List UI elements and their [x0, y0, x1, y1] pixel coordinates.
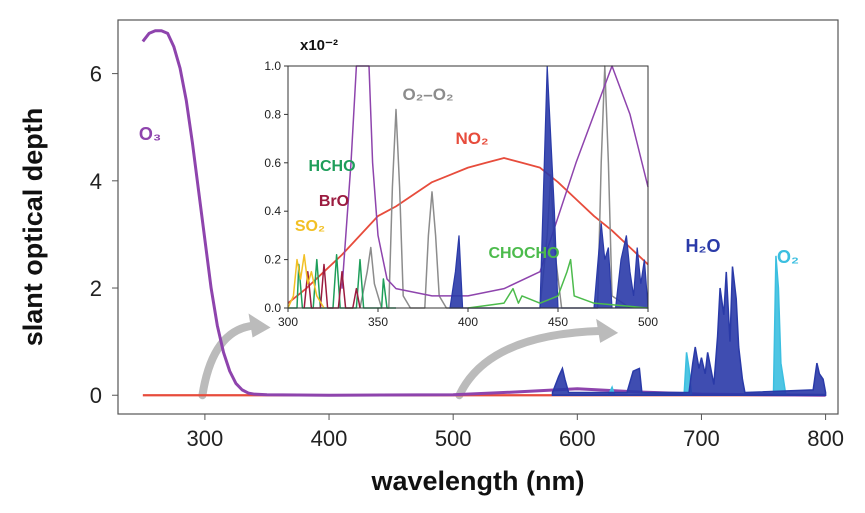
main-x-tick-300: 300 — [187, 426, 224, 451]
main-series-labels: O₃ H₂O O₂ — [139, 124, 799, 267]
main-y-tick-2: 2 — [90, 276, 102, 301]
inset-y-ticks: 0.0 0.2 0.4 0.6 0.8 1.0 — [264, 59, 288, 315]
inset-y-tick-4: 0.8 — [264, 107, 281, 121]
inset-series-no2 — [287, 157, 649, 304]
main-y-tick-6: 6 — [90, 62, 102, 87]
inset-series-so2 — [287, 254, 325, 309]
inset-x-tick-500: 500 — [638, 315, 658, 329]
inset-series-hcho — [288, 254, 396, 309]
inset-y-tick-1: 0.2 — [264, 253, 281, 267]
main-x-axis-label: wavelength (nm) — [370, 466, 584, 496]
main-x-tick-400: 400 — [311, 426, 348, 451]
inset-label-o4: O₂–O₂ — [402, 85, 453, 104]
inset-plot-background — [288, 66, 648, 308]
inset-label-no2: NO₂ — [455, 129, 488, 148]
main-label-o3: O₃ — [139, 124, 161, 144]
inset-label-chocho: CHOCHO — [488, 245, 559, 262]
main-x-tick-800: 800 — [807, 426, 844, 451]
main-y-tick-0: 0 — [90, 383, 102, 408]
main-y-axis-label: slant optical depth — [18, 108, 48, 347]
inset-x-tick-350: 350 — [368, 315, 388, 329]
inset-x-tick-300: 300 — [278, 315, 298, 329]
annotation-arrow-1 — [455, 326, 607, 400]
inset-series-chocho — [467, 258, 649, 309]
main-x-tick-600: 600 — [559, 426, 596, 451]
inset-series-labels: NO₂ O₂–O₂ HCHO BrO SO₂ CHOCHO — [295, 85, 560, 262]
inset-y-tick-2: 0.4 — [264, 204, 281, 218]
inset-y-tick-0: 0.0 — [264, 301, 281, 315]
inset-y-tick-5: 1.0 — [264, 59, 281, 73]
main-series-h2o — [551, 266, 827, 396]
inset-chart: 300 350 400 450 500 0.0 0.2 0.4 0.6 0.8 1.0 x10⁻²… — [264, 37, 658, 329]
main-label-h2o: H₂O — [686, 236, 721, 256]
main-series-lines — [141, 29, 827, 397]
main-x-ticks: 300 400 500 600 700 800 — [187, 414, 844, 451]
inset-y-tick-3: 0.6 — [264, 156, 281, 170]
annotation-arrow-head-0 — [248, 313, 271, 338]
main-series-o3 — [141, 29, 826, 397]
main-x-tick-500: 500 — [435, 426, 472, 451]
inset-label-so2: SO₂ — [295, 218, 325, 235]
inset-scale-label: x10⁻² — [300, 37, 338, 54]
main-x-tick-700: 700 — [683, 426, 720, 451]
inset-x-tick-400: 400 — [458, 315, 478, 329]
inset-label-bro: BrO — [319, 193, 349, 210]
main-y-ticks: 0 2 4 6 — [90, 62, 118, 408]
annotation-arrow-head-1 — [596, 318, 619, 343]
main-y-tick-4: 4 — [90, 169, 102, 194]
inset-x-tick-450: 450 — [548, 315, 568, 329]
main-label-o2: O₂ — [777, 247, 799, 267]
inset-label-hcho: HCHO — [308, 158, 355, 175]
inset-x-ticks: 300 350 400 450 500 — [278, 308, 658, 329]
main-plot-frame — [117, 19, 839, 415]
